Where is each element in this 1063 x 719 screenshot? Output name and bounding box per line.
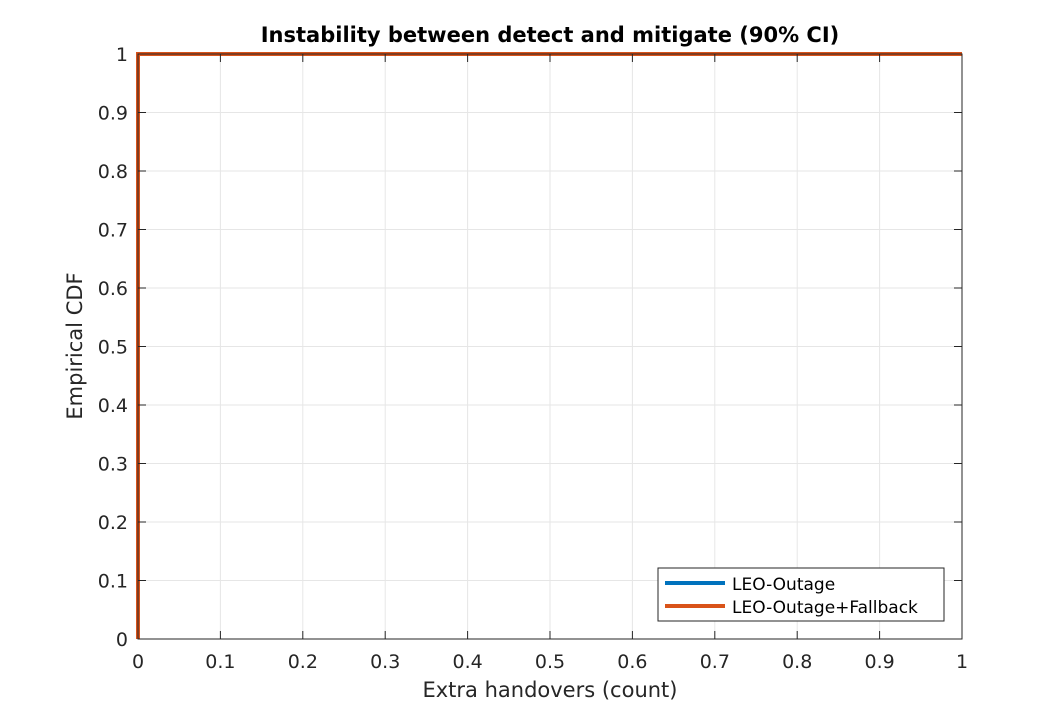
y-tick-label: 0.5: [98, 337, 128, 359]
legend: LEO-Outage LEO-Outage+Fallback: [657, 567, 945, 622]
x-tick-label: 0.4: [452, 651, 482, 673]
x-tick-label: 0.9: [864, 651, 894, 673]
x-tick-label: 0.2: [288, 651, 318, 673]
y-tick-labels: 0 0.1 0.2 0.3 0.4 0.5 0.6 0.7 0.8 0.9 1: [98, 44, 128, 651]
y-tick-label: 0.1: [98, 571, 128, 593]
y-tick-label: 0: [116, 629, 128, 651]
y-tick-label: 0.6: [98, 278, 128, 300]
y-tick-label: 1: [116, 44, 128, 66]
y-tick-label: 0.7: [98, 220, 128, 242]
ticks: [137, 53, 963, 640]
legend-box: [657, 567, 945, 622]
x-tick-label: 0.1: [205, 651, 235, 673]
y-tick-label: 0.4: [98, 395, 128, 417]
y-tick-label: 0.9: [98, 103, 128, 125]
x-tick-label: 1: [956, 651, 968, 673]
x-tick-label: 0.8: [782, 651, 812, 673]
x-tick-label: 0.5: [535, 651, 565, 673]
x-tick-label: 0: [132, 651, 144, 673]
x-axis-label: Extra handovers (count): [422, 678, 677, 702]
x-tick-label: 0.7: [700, 651, 730, 673]
x-tick-labels: 0 0.1 0.2 0.3 0.4 0.5 0.6 0.7 0.8 0.9 1: [132, 651, 968, 673]
y-tick-label: 0.8: [98, 161, 128, 183]
legend-label-leo-outage-fallback: LEO-Outage+Fallback: [732, 598, 918, 618]
y-axis-label: Empirical CDF: [63, 272, 87, 419]
y-tick-label: 0.2: [98, 512, 128, 534]
y-tick-label: 0.3: [98, 454, 128, 476]
x-tick-label: 0.6: [617, 651, 647, 673]
chart-title: Instability between detect and mitigate …: [261, 23, 840, 47]
x-tick-label: 0.3: [370, 651, 400, 673]
legend-label-leo-outage: LEO-Outage: [732, 575, 835, 595]
